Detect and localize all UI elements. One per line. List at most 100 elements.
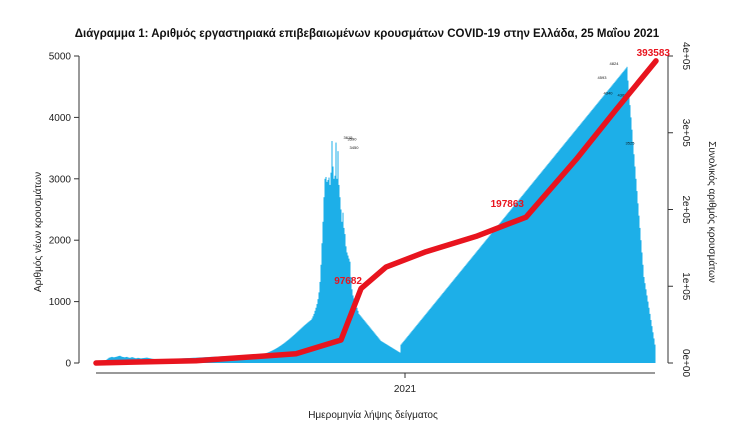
bar xyxy=(579,124,581,364)
bar-value-label: 4824 xyxy=(610,61,620,66)
bar xyxy=(588,113,590,363)
left-axis-tick-label: 1000 xyxy=(49,297,72,308)
bar xyxy=(512,207,514,363)
bar xyxy=(580,123,582,363)
bar xyxy=(637,203,639,363)
bar xyxy=(383,342,385,363)
bar xyxy=(314,310,316,363)
bar xyxy=(615,80,617,363)
x-axis-label: Ημερομηνία λήψης δείγματος xyxy=(308,409,438,421)
bar xyxy=(654,344,656,363)
bar xyxy=(652,332,654,363)
bar xyxy=(435,301,437,363)
bar xyxy=(452,280,454,363)
bar xyxy=(375,334,377,363)
bar xyxy=(469,259,471,363)
bar xyxy=(562,145,564,363)
bar xyxy=(533,181,535,363)
bar xyxy=(484,241,486,363)
bar xyxy=(565,141,567,363)
cumulative-annotation: 393583 xyxy=(637,48,671,59)
left-axis-tick-label: 2000 xyxy=(49,236,72,247)
bar xyxy=(476,251,478,363)
bar xyxy=(560,148,562,363)
bar xyxy=(398,351,400,363)
bar xyxy=(317,299,319,363)
bar xyxy=(411,331,413,363)
bar xyxy=(408,334,410,363)
bar xyxy=(650,320,652,363)
bar xyxy=(634,166,636,363)
bar xyxy=(442,293,444,363)
bar xyxy=(499,223,501,363)
bar xyxy=(464,265,466,363)
bar-value-label: 3590 xyxy=(348,137,358,142)
bar xyxy=(448,285,450,363)
bar xyxy=(426,312,428,363)
bar xyxy=(440,295,442,363)
bar xyxy=(424,315,426,363)
bar xyxy=(547,164,549,363)
bar xyxy=(288,339,290,363)
bar xyxy=(642,264,644,363)
bar xyxy=(585,117,587,364)
bar xyxy=(559,149,561,363)
bar xyxy=(342,212,344,363)
bar xyxy=(617,78,619,363)
left-axis-tick-label: 3000 xyxy=(49,174,72,185)
bar xyxy=(546,165,548,363)
bar xyxy=(629,105,631,364)
bar-series xyxy=(95,66,656,364)
bar xyxy=(376,335,378,363)
bar xyxy=(330,172,332,363)
bar xyxy=(597,102,599,363)
bar xyxy=(393,348,395,363)
bar xyxy=(503,218,505,363)
bar xyxy=(414,327,416,363)
bar xyxy=(529,186,531,363)
bar xyxy=(535,178,537,363)
bar xyxy=(333,178,335,363)
chart-title: Διάγραμμα 1: Αριθμός εργαστηριακά επιβεβ… xyxy=(75,28,660,40)
bar xyxy=(460,270,462,363)
bar xyxy=(521,195,523,363)
bar xyxy=(524,192,526,363)
bar xyxy=(354,301,356,363)
bar xyxy=(639,227,641,363)
bar xyxy=(365,322,367,363)
bar xyxy=(599,100,601,364)
bar xyxy=(509,210,511,363)
bar xyxy=(523,193,525,363)
bar xyxy=(388,345,390,363)
bar xyxy=(549,161,551,363)
bar xyxy=(319,281,321,363)
bar xyxy=(479,247,481,363)
bar xyxy=(567,139,569,363)
bar xyxy=(483,242,485,363)
bar xyxy=(453,279,455,363)
bar xyxy=(543,168,545,363)
bar xyxy=(454,278,456,363)
bar xyxy=(474,253,476,363)
bar xyxy=(315,307,317,363)
bar xyxy=(401,343,403,363)
bar xyxy=(518,199,520,363)
bar xyxy=(363,320,365,363)
bar xyxy=(472,256,474,363)
bar xyxy=(320,264,322,363)
bar xyxy=(334,175,336,363)
bar xyxy=(477,250,479,363)
bar xyxy=(444,290,446,363)
bar xyxy=(545,166,547,363)
bar xyxy=(337,151,339,363)
bar xyxy=(548,162,550,363)
bar xyxy=(382,342,384,363)
bar xyxy=(630,117,632,364)
bar xyxy=(490,234,492,363)
bar xyxy=(465,264,467,363)
bar xyxy=(554,155,556,363)
bar xyxy=(478,248,480,363)
bar xyxy=(118,355,120,363)
bar xyxy=(361,317,363,363)
bar xyxy=(582,121,584,363)
